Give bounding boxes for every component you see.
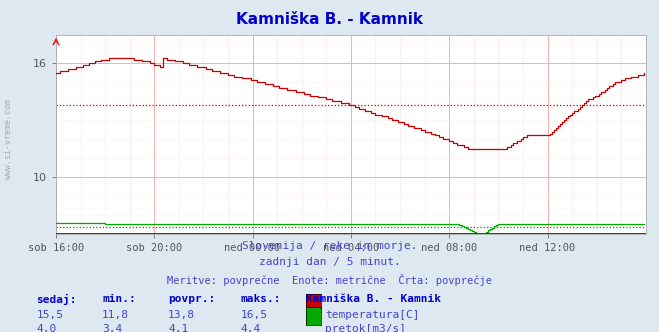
Text: pretok[m3/s]: pretok[m3/s] xyxy=(325,324,406,332)
Text: Slovenija / reke in morje.: Slovenija / reke in morje. xyxy=(242,241,417,251)
Text: 13,8: 13,8 xyxy=(168,310,195,320)
Text: temperatura[C]: temperatura[C] xyxy=(325,310,419,320)
Text: 16,5: 16,5 xyxy=(241,310,268,320)
Text: maks.:: maks.: xyxy=(241,294,281,304)
Text: zadnji dan / 5 minut.: zadnji dan / 5 minut. xyxy=(258,257,401,267)
Text: Kamniška B. - Kamnik: Kamniška B. - Kamnik xyxy=(306,294,442,304)
Text: 15,5: 15,5 xyxy=(36,310,63,320)
Text: 4,4: 4,4 xyxy=(241,324,261,332)
Text: www.si-vreme.com: www.si-vreme.com xyxy=(4,100,13,179)
Text: sedaj:: sedaj: xyxy=(36,294,76,305)
Text: povpr.:: povpr.: xyxy=(168,294,215,304)
Text: 4,1: 4,1 xyxy=(168,324,188,332)
Text: 11,8: 11,8 xyxy=(102,310,129,320)
Text: 3,4: 3,4 xyxy=(102,324,123,332)
Text: Kamniška B. - Kamnik: Kamniška B. - Kamnik xyxy=(236,12,423,27)
Text: Meritve: povprečne  Enote: metrične  Črta: povprečje: Meritve: povprečne Enote: metrične Črta:… xyxy=(167,274,492,286)
Text: 4,0: 4,0 xyxy=(36,324,57,332)
Text: min.:: min.: xyxy=(102,294,136,304)
